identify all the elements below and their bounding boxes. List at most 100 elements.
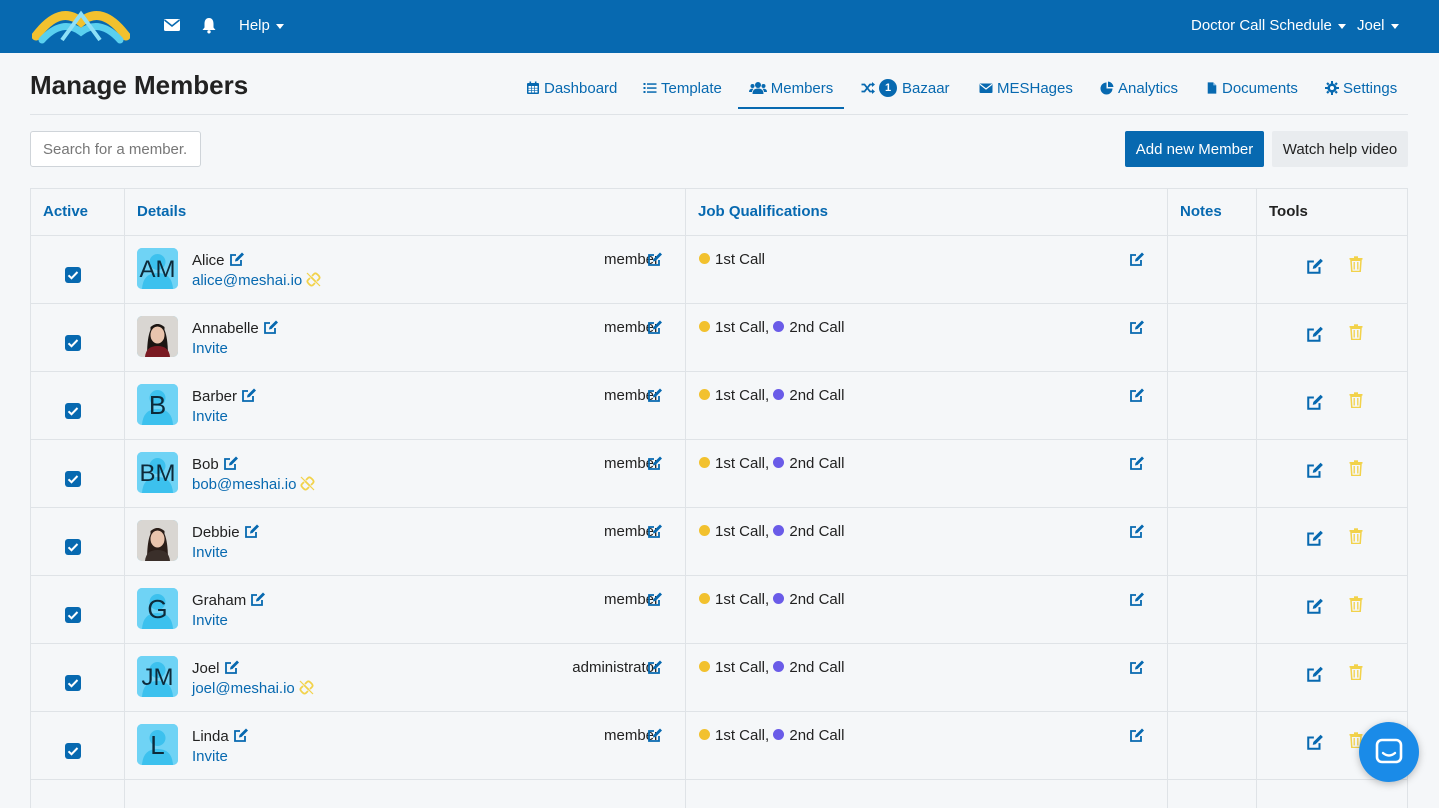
- edit-role-icon[interactable]: [647, 319, 663, 335]
- edit-role-icon[interactable]: [647, 455, 663, 471]
- edit-name-icon[interactable]: [229, 251, 245, 267]
- edit-qualifications-icon[interactable]: [1129, 387, 1145, 403]
- help-menu[interactable]: Help: [239, 17, 284, 34]
- member-contact[interactable]: Invite: [192, 340, 228, 357]
- edit-qualifications-icon[interactable]: [1129, 523, 1145, 539]
- trash-icon[interactable]: [1349, 664, 1363, 680]
- edit-name-icon[interactable]: [263, 319, 279, 335]
- active-checkbox[interactable]: [65, 607, 81, 623]
- active-checkbox[interactable]: [65, 675, 81, 691]
- member-email[interactable]: bob@meshai.io: [192, 476, 297, 493]
- tab-settings[interactable]: Settings: [1325, 80, 1397, 109]
- header-active[interactable]: Active: [31, 189, 124, 236]
- edit-member-icon[interactable]: [1306, 325, 1324, 343]
- tab-bazaar[interactable]: 1 Bazaar: [861, 79, 950, 109]
- member-contact[interactable]: Invite: [192, 408, 228, 425]
- member-role: member: [603, 523, 659, 540]
- member-contact[interactable]: bob@meshai.io: [192, 476, 315, 493]
- edit-qualifications-icon[interactable]: [1129, 659, 1145, 675]
- member-contact[interactable]: Invite: [192, 748, 228, 765]
- member-contact[interactable]: Invite: [192, 612, 228, 629]
- bell-icon[interactable]: [200, 16, 218, 34]
- edit-role-icon[interactable]: [647, 251, 663, 267]
- user-menu[interactable]: Joel: [1357, 17, 1399, 34]
- trash-icon[interactable]: [1349, 392, 1363, 408]
- active-checkbox[interactable]: [65, 267, 81, 283]
- edit-role-icon[interactable]: [647, 727, 663, 743]
- edit-qualifications-icon[interactable]: [1129, 591, 1145, 607]
- edit-qualifications-icon[interactable]: [1129, 455, 1145, 471]
- first-call-dot: [699, 253, 710, 264]
- logo[interactable]: [32, 0, 130, 46]
- table-row: Annabelle Invite member 1st Call, 2nd Call: [31, 304, 1407, 372]
- tab-template[interactable]: Template: [643, 80, 722, 109]
- edit-member-icon[interactable]: [1306, 665, 1324, 683]
- help-menu-label: Help: [239, 17, 270, 34]
- member-contact[interactable]: joel@meshai.io: [192, 680, 314, 697]
- edit-name-icon[interactable]: [223, 455, 239, 471]
- schedule-menu[interactable]: Doctor Call Schedule: [1191, 17, 1346, 34]
- edit-member-icon[interactable]: [1306, 597, 1324, 615]
- active-checkbox[interactable]: [65, 539, 81, 555]
- member-email[interactable]: alice@meshai.io: [192, 272, 303, 289]
- member-email[interactable]: joel@meshai.io: [192, 680, 295, 697]
- trash-icon[interactable]: [1349, 324, 1363, 340]
- invite-link[interactable]: Invite: [192, 748, 228, 765]
- user-menu-label: Joel: [1357, 17, 1385, 34]
- table-row: L Linda Invite member 1st Call, 2nd Call: [31, 712, 1407, 780]
- mail-icon[interactable]: [163, 16, 181, 34]
- active-checkbox[interactable]: [65, 335, 81, 351]
- trash-icon[interactable]: [1349, 256, 1363, 272]
- edit-member-icon[interactable]: [1306, 461, 1324, 479]
- edit-member-icon[interactable]: [1306, 393, 1324, 411]
- tab-meshages[interactable]: MESHages: [979, 80, 1073, 109]
- invite-link[interactable]: Invite: [192, 544, 228, 561]
- edit-role-icon[interactable]: [647, 591, 663, 607]
- active-checkbox[interactable]: [65, 403, 81, 419]
- edit-role-icon[interactable]: [647, 659, 663, 675]
- edit-member-icon[interactable]: [1306, 733, 1324, 751]
- trash-icon[interactable]: [1349, 596, 1363, 612]
- trash-icon[interactable]: [1349, 460, 1363, 476]
- tab-analytics-label: Analytics: [1118, 80, 1179, 97]
- header-job-qualifications[interactable]: Job Qualifications: [686, 189, 1167, 236]
- header-details[interactable]: Details: [125, 189, 685, 236]
- member-name: Linda: [192, 727, 249, 745]
- trash-icon[interactable]: [1349, 528, 1363, 544]
- chat-launcher-button[interactable]: [1359, 722, 1419, 782]
- edit-name-icon[interactable]: [250, 591, 266, 607]
- tab-analytics[interactable]: Analytics: [1100, 80, 1178, 109]
- member-search-input[interactable]: [30, 131, 201, 167]
- unlink-icon[interactable]: [306, 272, 321, 287]
- edit-member-icon[interactable]: [1306, 257, 1324, 275]
- active-checkbox[interactable]: [65, 471, 81, 487]
- tab-documents[interactable]: Documents: [1206, 80, 1298, 109]
- member-contact[interactable]: Invite: [192, 544, 228, 561]
- edit-name-icon[interactable]: [244, 523, 260, 539]
- invite-link[interactable]: Invite: [192, 612, 228, 629]
- watch-help-video-button[interactable]: Watch help video: [1272, 131, 1408, 167]
- member-contact[interactable]: alice@meshai.io: [192, 272, 321, 289]
- add-member-button[interactable]: Add new Member: [1125, 131, 1264, 167]
- member-name-label: Annabelle: [192, 320, 259, 337]
- tab-dashboard[interactable]: Dashboard: [526, 80, 617, 109]
- edit-role-icon[interactable]: [647, 523, 663, 539]
- tab-template-label: Template: [661, 80, 722, 97]
- invite-link[interactable]: Invite: [192, 408, 228, 425]
- unlink-icon[interactable]: [300, 476, 315, 491]
- active-checkbox[interactable]: [65, 743, 81, 759]
- first-call-dot: [699, 661, 710, 672]
- header-notes[interactable]: Notes: [1168, 189, 1256, 236]
- member-name-label: Bob: [192, 456, 219, 473]
- edit-name-icon[interactable]: [224, 659, 240, 675]
- edit-qualifications-icon[interactable]: [1129, 251, 1145, 267]
- edit-name-icon[interactable]: [233, 727, 249, 743]
- edit-qualifications-icon[interactable]: [1129, 727, 1145, 743]
- edit-member-icon[interactable]: [1306, 529, 1324, 547]
- unlink-icon[interactable]: [299, 680, 314, 695]
- edit-name-icon[interactable]: [241, 387, 257, 403]
- edit-qualifications-icon[interactable]: [1129, 319, 1145, 335]
- invite-link[interactable]: Invite: [192, 340, 228, 357]
- tab-members[interactable]: Members: [738, 80, 844, 109]
- edit-role-icon[interactable]: [647, 387, 663, 403]
